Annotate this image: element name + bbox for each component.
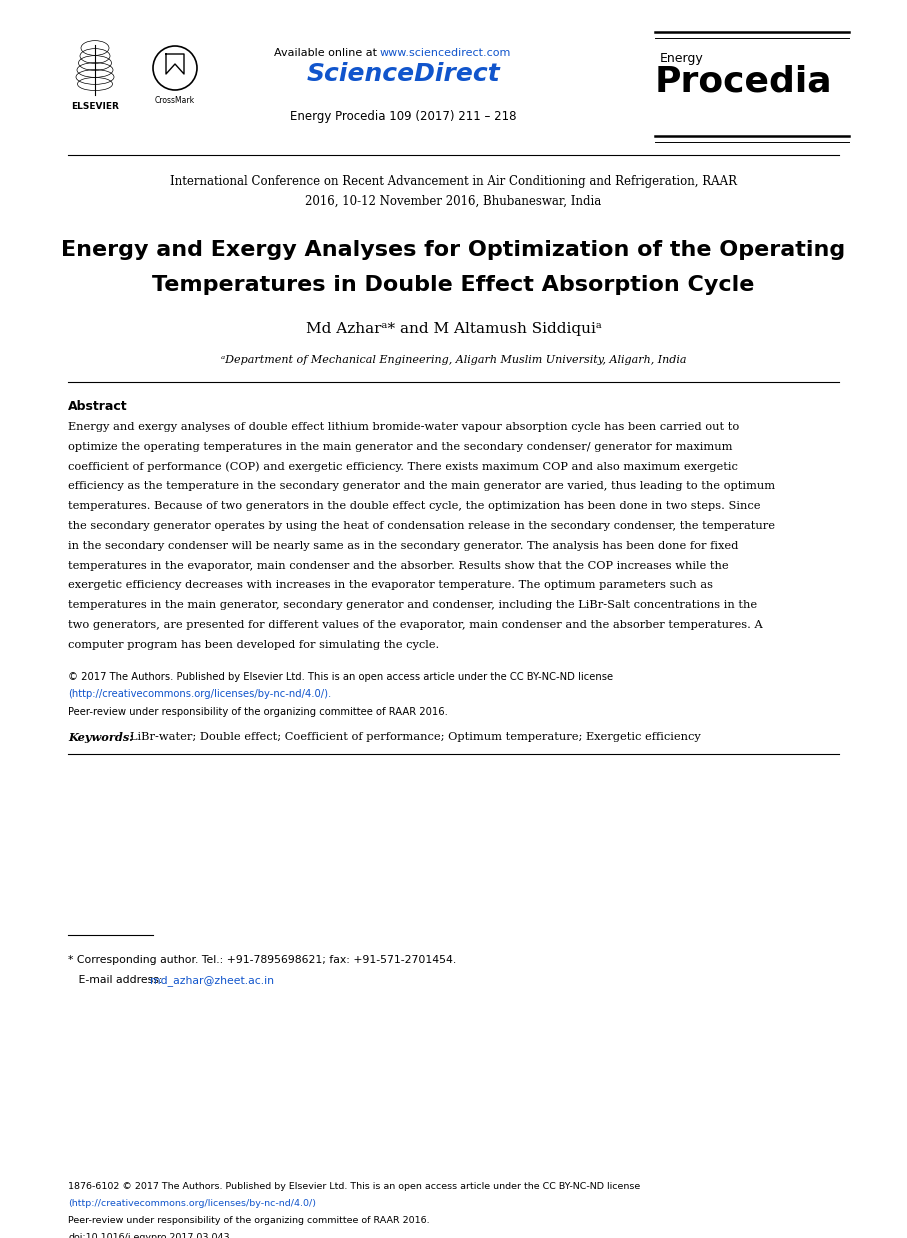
Text: © 2017 The Authors. Published by Elsevier Ltd. This is an open access article un: © 2017 The Authors. Published by Elsevie… [68, 671, 613, 682]
Text: ᵃDepartment of Mechanical Engineering, Aligarh Muslim University, Aligarh, India: ᵃDepartment of Mechanical Engineering, A… [220, 355, 687, 365]
Text: exergetic efficiency decreases with increases in the evaporator temperature. The: exergetic efficiency decreases with incr… [68, 581, 713, 591]
Text: * Corresponding author. Tel.: +91-7895698621; fax: +91-571-2701454.: * Corresponding author. Tel.: +91-789569… [68, 954, 456, 964]
Text: efficiency as the temperature in the secondary generator and the main generator : efficiency as the temperature in the sec… [68, 482, 775, 491]
Text: temperatures in the main generator, secondary generator and condenser, including: temperatures in the main generator, seco… [68, 600, 757, 610]
Text: Energy: Energy [660, 52, 704, 66]
Text: LiBr-water; Double effect; Coefficient of performance; Optimum temperature; Exer: LiBr-water; Double effect; Coefficient o… [130, 732, 701, 742]
Text: Peer-review under responsibility of the organizing committee of RAAR 2016.: Peer-review under responsibility of the … [68, 707, 448, 717]
Text: computer program has been developed for simulating the cycle.: computer program has been developed for … [68, 640, 439, 650]
Text: (http://creativecommons.org/licenses/by-nc-nd/4.0/).: (http://creativecommons.org/licenses/by-… [68, 690, 331, 699]
Text: in the secondary condenser will be nearly same as in the secondary generator. Th: in the secondary condenser will be nearl… [68, 541, 738, 551]
Text: Temperatures in Double Effect Absorption Cycle: Temperatures in Double Effect Absorption… [152, 275, 755, 295]
Text: md_azhar@zheet.ac.in: md_azhar@zheet.ac.in [150, 976, 274, 985]
Text: (http://creativecommons.org/licenses/by-nc-nd/4.0/): (http://creativecommons.org/licenses/by-… [68, 1198, 316, 1208]
Text: ELSEVIER: ELSEVIER [71, 102, 119, 111]
Text: two generators, are presented for different values of the evaporator, main conde: two generators, are presented for differ… [68, 620, 763, 630]
Text: Peer-review under responsibility of the organizing committee of RAAR 2016.: Peer-review under responsibility of the … [68, 1216, 430, 1224]
Text: temperatures in the evaporator, main condenser and the absorber. Results show th: temperatures in the evaporator, main con… [68, 561, 728, 571]
Text: Md Azharᵃ* and M Altamush Siddiquiᵃ: Md Azharᵃ* and M Altamush Siddiquiᵃ [306, 322, 601, 335]
Text: Keywords:: Keywords: [68, 732, 138, 743]
Text: Available online at: Available online at [274, 48, 380, 58]
Text: Energy and Exergy Analyses for Optimization of the Operating: Energy and Exergy Analyses for Optimizat… [62, 240, 845, 260]
Text: E-mail address:: E-mail address: [68, 976, 166, 985]
Text: temperatures. Because of two generators in the double effect cycle, the optimiza: temperatures. Because of two generators … [68, 501, 761, 511]
Text: the secondary generator operates by using the heat of condensation release in th: the secondary generator operates by usin… [68, 521, 775, 531]
Text: ScienceDirect: ScienceDirect [307, 62, 501, 85]
Text: www.sciencedirect.com: www.sciencedirect.com [380, 48, 512, 58]
Text: Abstract: Abstract [68, 400, 128, 413]
Text: Energy Procedia 109 (2017) 211 – 218: Energy Procedia 109 (2017) 211 – 218 [290, 110, 517, 123]
Text: Procedia: Procedia [655, 66, 833, 99]
Text: CrossMark: CrossMark [155, 97, 195, 105]
Text: 2016, 10-12 November 2016, Bhubaneswar, India: 2016, 10-12 November 2016, Bhubaneswar, … [306, 196, 601, 208]
Text: doi:10.1016/j.egypro.2017.03.043: doi:10.1016/j.egypro.2017.03.043 [68, 1233, 229, 1238]
Text: optimize the operating temperatures in the main generator and the secondary cond: optimize the operating temperatures in t… [68, 442, 733, 452]
Text: Energy and exergy analyses of double effect lithium bromide-water vapour absorpt: Energy and exergy analyses of double eff… [68, 422, 739, 432]
Text: 1876-6102 © 2017 The Authors. Published by Elsevier Ltd. This is an open access : 1876-6102 © 2017 The Authors. Published … [68, 1182, 640, 1191]
Text: International Conference on Recent Advancement in Air Conditioning and Refrigera: International Conference on Recent Advan… [170, 175, 737, 188]
Text: coefficient of performance (COP) and exergetic efficiency. There exists maximum : coefficient of performance (COP) and exe… [68, 462, 738, 472]
